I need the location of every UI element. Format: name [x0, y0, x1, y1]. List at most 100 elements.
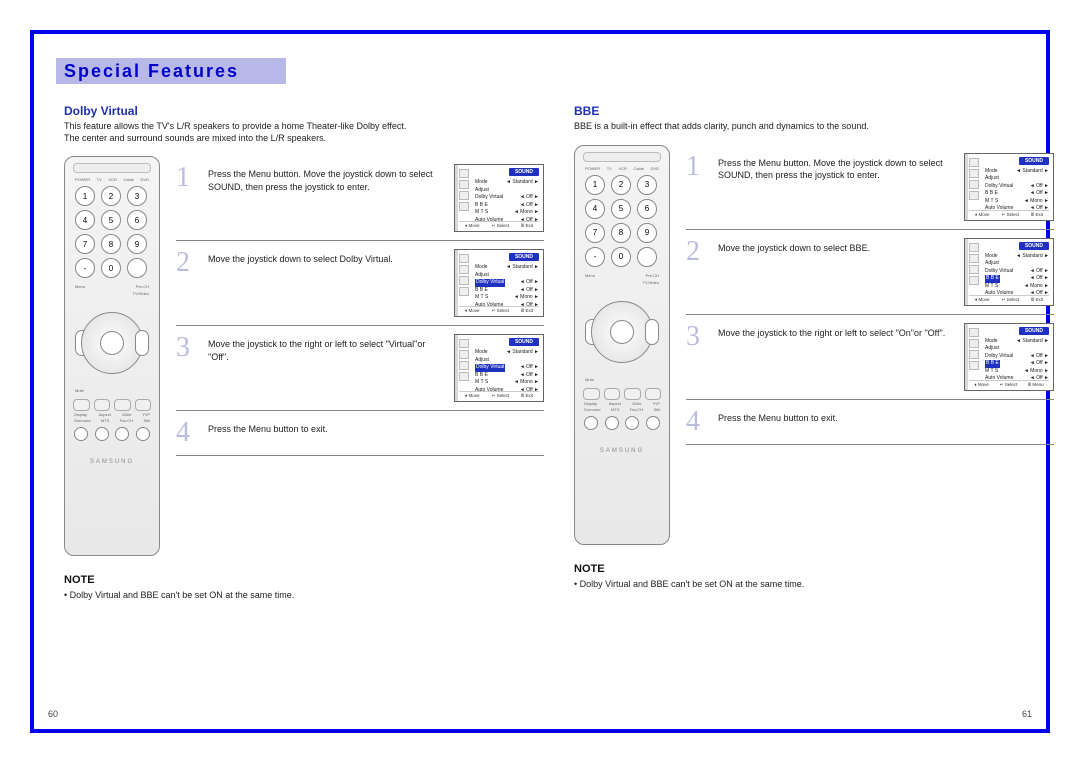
- osd-row: M T S◄ Mono ►: [985, 198, 1049, 206]
- osd-icon: [459, 361, 469, 370]
- page-right: BBE BBE is a built-in effect that adds c…: [574, 104, 1054, 589]
- num-button[interactable]: 1: [75, 186, 95, 206]
- circle-button[interactable]: [115, 427, 129, 441]
- osd-title: SOUND: [1019, 327, 1049, 335]
- osd-row: Mode◄ Standard ►: [985, 168, 1049, 176]
- num-button[interactable]: 9: [637, 223, 657, 243]
- num-button[interactable]: 4: [75, 210, 95, 230]
- step-text: Move the joystick to the right or left t…: [718, 323, 954, 391]
- osd-icon: [459, 287, 469, 296]
- circle-button[interactable]: [74, 427, 88, 441]
- circle-button[interactable]: [584, 416, 598, 430]
- osd-row: Adjust: [475, 272, 539, 280]
- step-screen: SOUNDMode◄ Standard ►AdjustDolby Virtual…: [454, 334, 544, 402]
- osd-row: Mode◄ Standard ►: [475, 264, 539, 272]
- num-button[interactable]: 2: [611, 175, 631, 195]
- circle-button[interactable]: [646, 416, 660, 430]
- osd-icon: [459, 180, 469, 189]
- num-button[interactable]: 3: [637, 175, 657, 195]
- num-button[interactable]: 0: [611, 247, 631, 267]
- step-number: 2: [686, 238, 708, 306]
- num-button[interactable]: 1: [585, 175, 605, 195]
- remote-mid-labels: MenuPre-CH: [583, 273, 661, 278]
- num-button[interactable]: 7: [585, 223, 605, 243]
- note-title-right: NOTE: [574, 563, 1054, 575]
- small-button[interactable]: [94, 399, 111, 411]
- small-button[interactable]: [604, 388, 621, 400]
- osd-row: Mode◄ Standard ►: [985, 338, 1049, 346]
- num-button[interactable]: 6: [637, 199, 657, 219]
- small-button[interactable]: [645, 388, 662, 400]
- header-title: Special Features: [64, 58, 239, 84]
- remote-brand: SAMSUNG: [73, 459, 151, 465]
- osd-row: Mode◄ Standard ►: [985, 253, 1049, 261]
- num-button[interactable]: 0: [101, 258, 121, 278]
- osd-body: Mode◄ Standard ►AdjustDolby Virtual◄ Off…: [475, 264, 539, 309]
- osd-row: M T S◄ Mono ►: [475, 209, 539, 217]
- num-button[interactable]: 5: [611, 199, 631, 219]
- remote-top-labels: POWERTVVCRCableDVD: [583, 166, 661, 171]
- joystick-wheel[interactable]: [591, 301, 653, 363]
- num-button[interactable]: 6: [127, 210, 147, 230]
- num-button[interactable]: 9: [127, 234, 147, 254]
- osd-row: Mode◄ Standard ►: [475, 179, 539, 187]
- osd-icon: [969, 191, 979, 200]
- osd-row: M T S◄ Mono ►: [475, 379, 539, 387]
- osd-sidebar-icons: [459, 339, 471, 383]
- osd-footer: ♦ Move↵ SelectⅢ Exit: [969, 210, 1049, 218]
- num-button[interactable]: 7: [75, 234, 95, 254]
- num-button[interactable]: 2: [101, 186, 121, 206]
- num-button[interactable]: [127, 258, 147, 278]
- step-number: 3: [176, 334, 198, 402]
- num-button[interactable]: 3: [127, 186, 147, 206]
- step-number: 2: [176, 249, 198, 317]
- num-button[interactable]: -: [75, 258, 95, 278]
- note-body-left: • Dolby Virtual and BBE can't be set ON …: [64, 590, 544, 600]
- small-button[interactable]: [73, 399, 90, 411]
- num-button[interactable]: [637, 247, 657, 267]
- small-button[interactable]: [624, 388, 641, 400]
- circle-button[interactable]: [95, 427, 109, 441]
- osd-row: Adjust: [985, 175, 1049, 183]
- joystick-wheel[interactable]: [81, 312, 143, 374]
- step-screen: SOUNDMode◄ Standard ►AdjustDolby Virtual…: [964, 238, 1054, 306]
- num-button[interactable]: -: [585, 247, 605, 267]
- remote-col-right: POWERTVVCRCableDVD 123 456 789 -0 MenuPre-CH T…: [574, 145, 674, 545]
- remote-wheel-area: [73, 298, 151, 388]
- osd-row: B B E◄ Off ►: [475, 202, 539, 210]
- step: 1Press the Menu button. Move the joystic…: [686, 145, 1054, 230]
- circle-button[interactable]: [605, 416, 619, 430]
- step-number: 4: [176, 419, 198, 447]
- small-button[interactable]: [135, 399, 152, 411]
- step-number: 1: [176, 164, 198, 232]
- small-button[interactable]: [583, 388, 600, 400]
- osd-title: SOUND: [509, 168, 539, 176]
- osd-footer: ♦ Move↵ SelectⅢ Exit: [459, 391, 539, 399]
- osd-row: B B E◄ Off ►: [475, 372, 539, 380]
- osd-screen: SOUNDMode◄ Standard ►AdjustDolby Virtual…: [964, 323, 1054, 391]
- step-screen: SOUNDMode◄ Standard ►AdjustDolby Virtual…: [964, 153, 1054, 221]
- step: 4Press the Menu button to exit.: [686, 400, 1054, 445]
- remote-top-labels: POWERTVVCRCableDVD: [73, 177, 151, 182]
- ch-rocker[interactable]: [645, 319, 659, 345]
- osd-icon: [969, 254, 979, 263]
- num-button[interactable]: 5: [101, 210, 121, 230]
- circle-button[interactable]: [625, 416, 639, 430]
- osd-icon: [459, 350, 469, 359]
- osd-icon: [969, 328, 979, 337]
- remote-row2: [583, 416, 661, 430]
- remote-mid-labels2: TV/Video: [583, 280, 661, 285]
- num-button[interactable]: 8: [101, 234, 121, 254]
- step: 4Press the Menu button to exit.: [176, 411, 544, 456]
- remote-control: POWERTVVCRCableDVD 123 456 789 -0 MenuPre-CH T…: [574, 145, 670, 545]
- content-row-right: POWERTVVCRCableDVD123456789-0MenuPre-CHT…: [574, 145, 1054, 545]
- osd-title: SOUND: [509, 253, 539, 261]
- small-button[interactable]: [114, 399, 131, 411]
- circle-button[interactable]: [136, 427, 150, 441]
- num-button[interactable]: 4: [585, 199, 605, 219]
- num-button[interactable]: 8: [611, 223, 631, 243]
- page-frame: Special Features Dolby Virtual This feat…: [30, 30, 1050, 733]
- page-left: Dolby Virtual This feature allows the TV…: [64, 104, 544, 600]
- ch-rocker[interactable]: [135, 330, 149, 356]
- page-number-right: 61: [1022, 709, 1032, 719]
